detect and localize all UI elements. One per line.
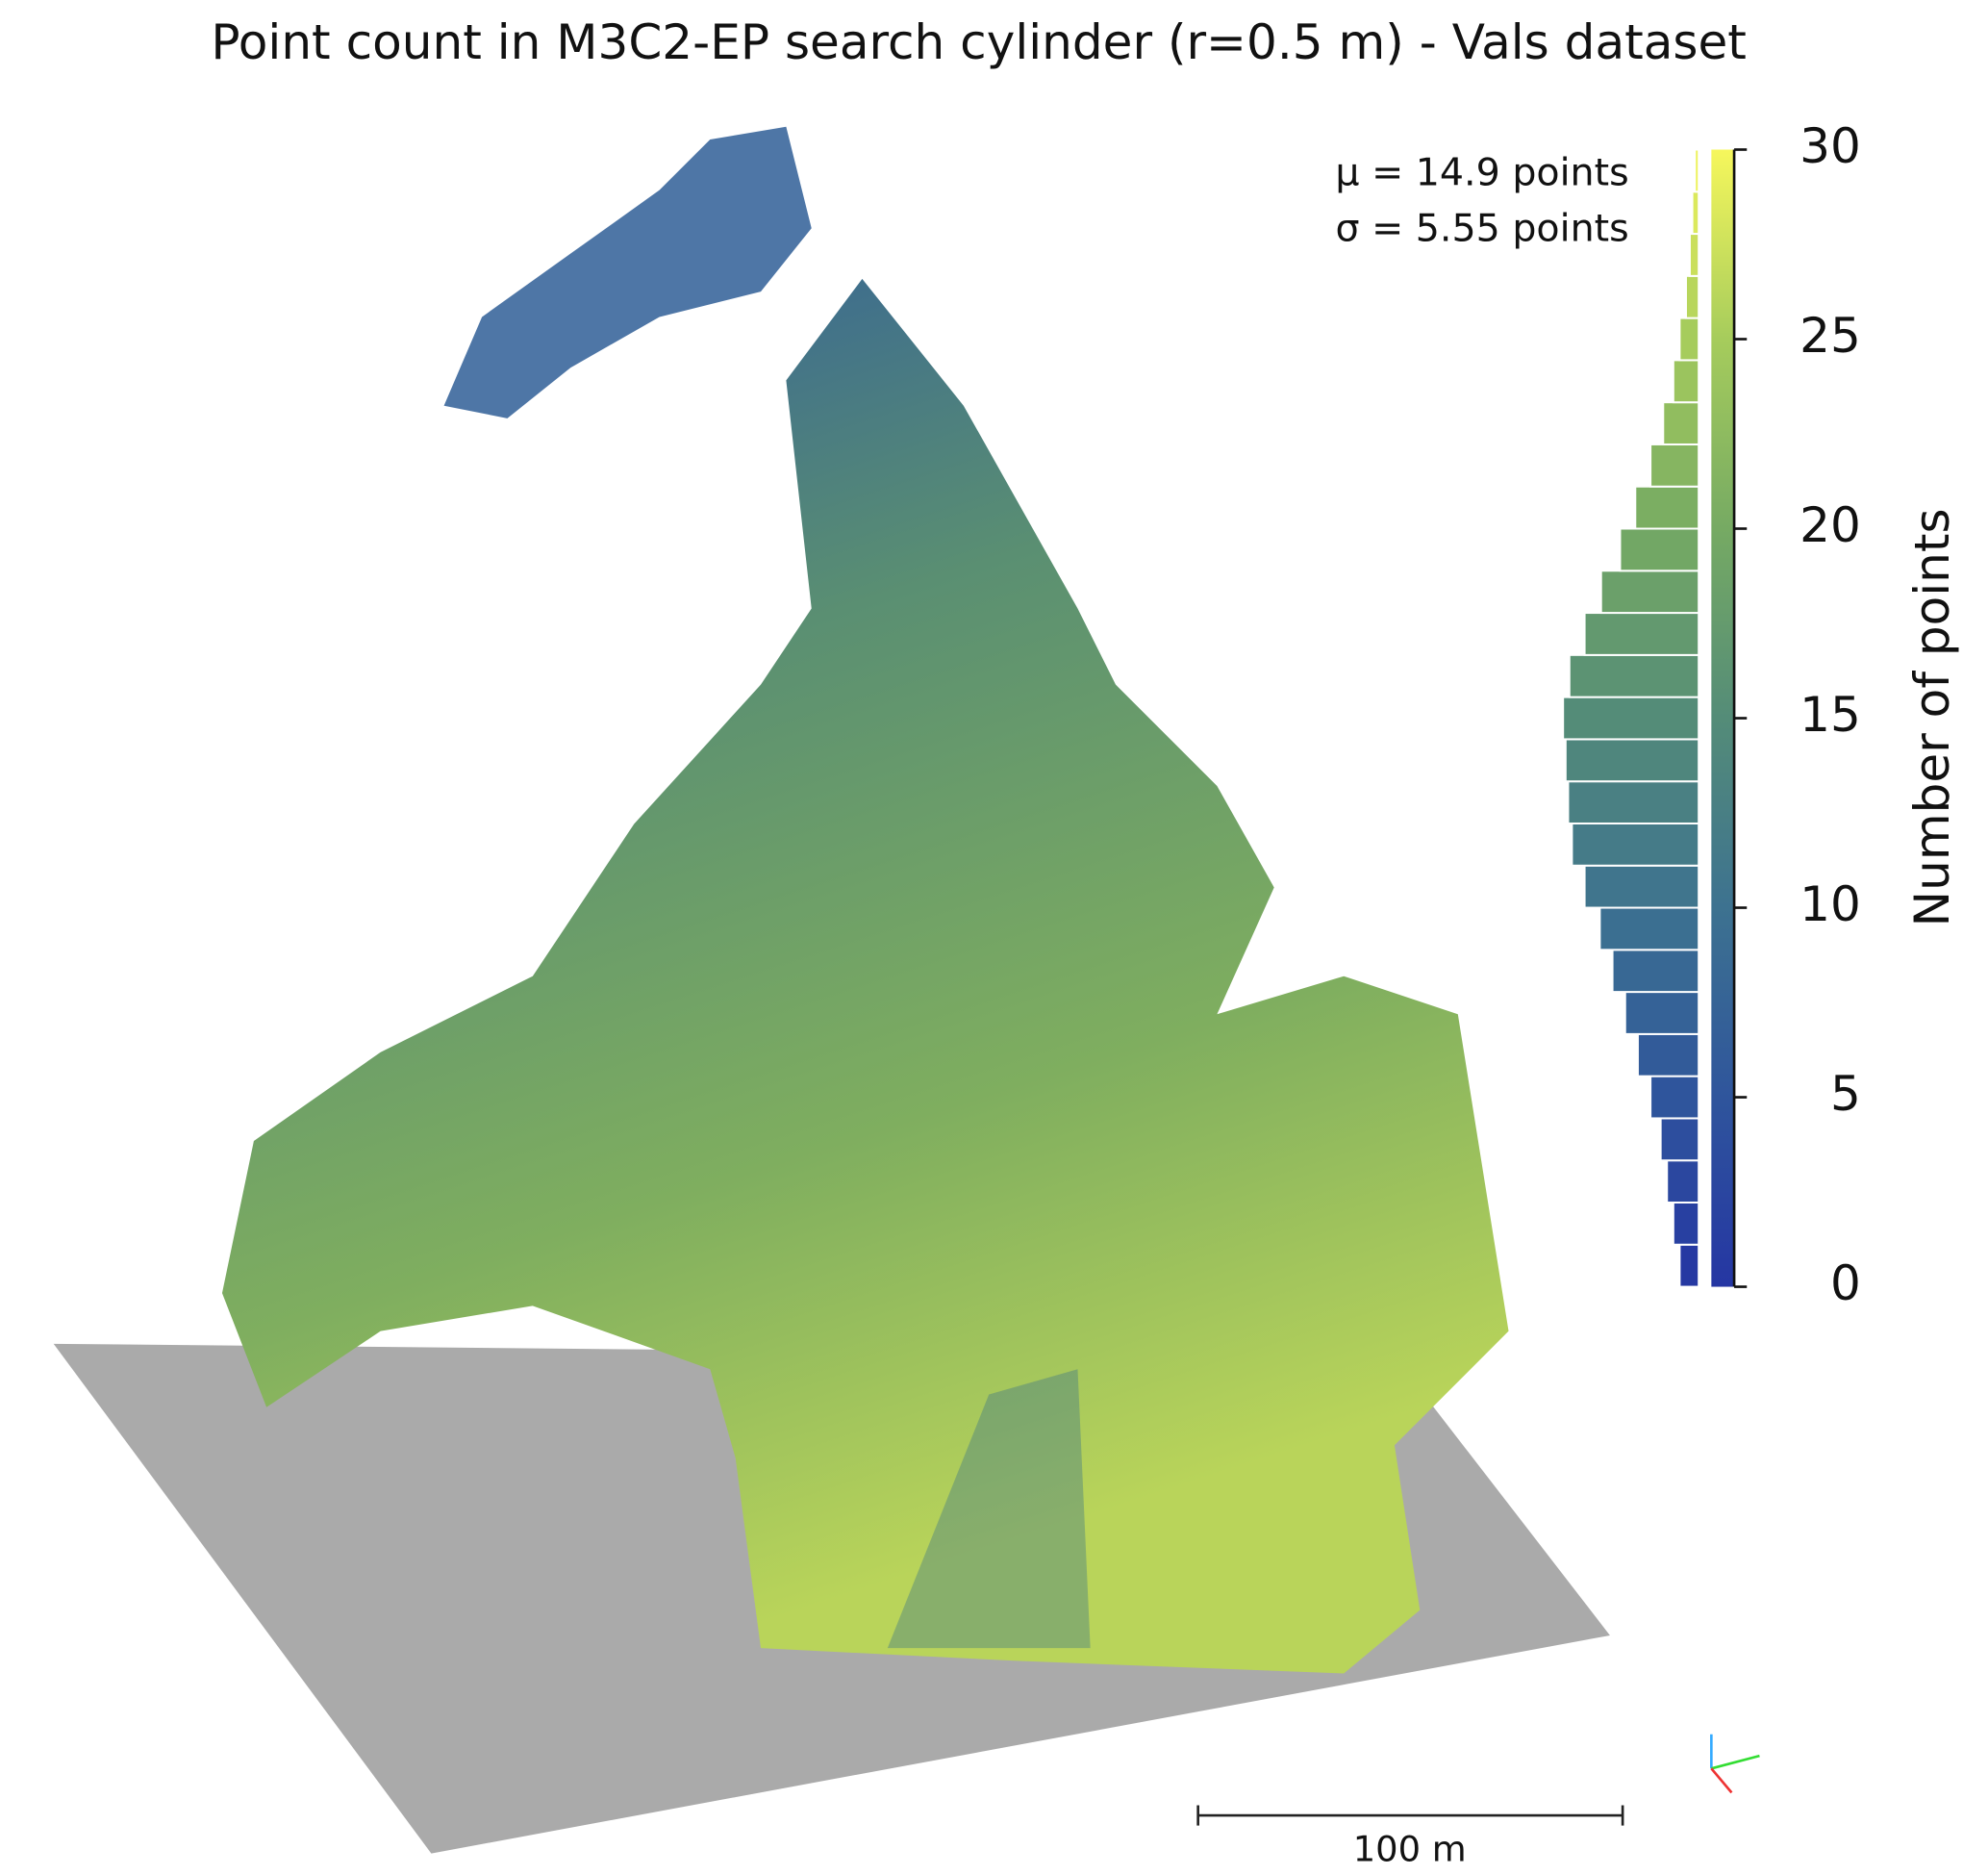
annotation: σ = 5.55 points (1336, 206, 1629, 250)
histogram-bar (1564, 738, 1700, 783)
y-tick-label: 10 (1799, 876, 1861, 932)
y-axis-label: Number of points (1904, 508, 1960, 926)
histogram-bar (1562, 696, 1700, 741)
histogram-bar (1688, 233, 1700, 277)
histogram-bar (1636, 1032, 1700, 1077)
histogram-bar (1666, 1159, 1700, 1204)
y-tick-label: 5 (1830, 1066, 1861, 1122)
histogram-bar (1691, 190, 1700, 236)
histogram-bar (1678, 1243, 1700, 1288)
histogram-bar (1685, 274, 1700, 319)
histogram-bar (1662, 401, 1700, 445)
axis-icon-x (1710, 1767, 1733, 1794)
y-tick-label: 20 (1799, 497, 1861, 553)
histogram-bar (1672, 359, 1700, 404)
y-tick-label: 0 (1830, 1255, 1861, 1311)
annotation: μ = 14.9 points (1335, 150, 1628, 194)
histogram-bar (1567, 780, 1700, 824)
histogram-bar (1678, 317, 1700, 362)
histogram-bar (1649, 1075, 1700, 1120)
axis-icon-y (1711, 1754, 1760, 1770)
histogram-bar (1623, 991, 1700, 1035)
point-cloud (221, 278, 1509, 1674)
histogram-bar (1598, 906, 1700, 951)
histogram-bar (1672, 1202, 1700, 1246)
histogram-bar (1634, 485, 1700, 530)
histogram-bar (1611, 949, 1700, 994)
histogram-bar (1568, 653, 1700, 698)
histogram-bar (1599, 570, 1700, 615)
histogram-bar (1694, 148, 1700, 193)
histogram-bar (1619, 527, 1700, 572)
scale-bar-label: 100 m (1353, 1828, 1467, 1869)
histogram-bar (1571, 822, 1700, 867)
y-tick-label: 15 (1799, 687, 1861, 743)
chart-title: Point count in M3C2-EP search cylinder (… (211, 14, 1747, 70)
histogram-bar (1659, 1117, 1700, 1162)
histogram-bar (1583, 612, 1700, 656)
cloud-shade (887, 1369, 1091, 1649)
histogram-bar (1649, 443, 1700, 488)
colorbar (1711, 149, 1735, 1287)
y-tick-label: 30 (1799, 118, 1861, 174)
y-tick-label: 25 (1799, 308, 1861, 364)
point-cloud-fragment (443, 126, 812, 418)
histogram-bar (1583, 864, 1700, 909)
